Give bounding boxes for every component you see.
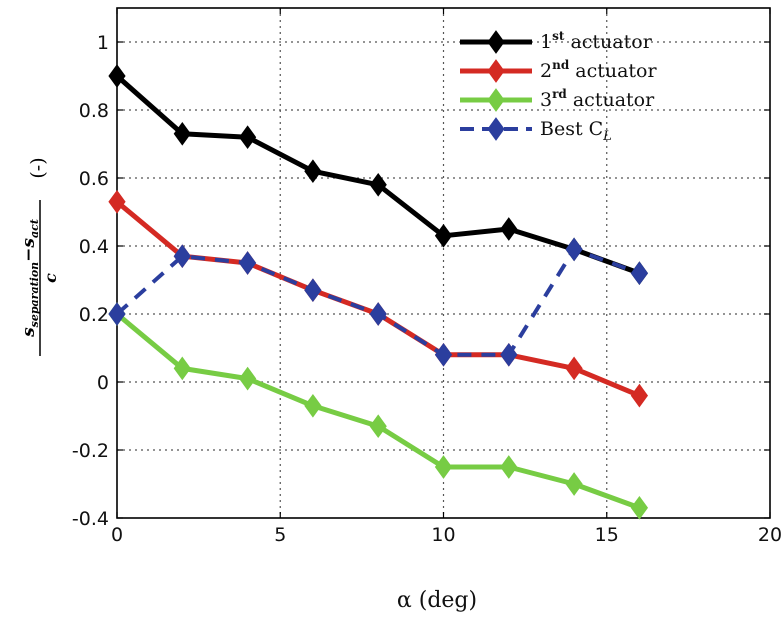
legend-item: 2nd actuator [460, 58, 658, 83]
data-point [238, 366, 257, 391]
gridlines [117, 8, 770, 518]
x-axis-title: α (deg) [397, 588, 477, 613]
y-tick-label: -0.2 [72, 440, 109, 462]
y-axis-title-numerator: sseparation−sact [19, 219, 41, 338]
y-tick-label: 0.2 [79, 304, 109, 326]
legend-marker [487, 88, 505, 112]
series-2 [108, 189, 649, 408]
legend-item: 3rd actuator [460, 87, 655, 112]
data-point [304, 393, 322, 418]
x-tick-label: 10 [431, 524, 455, 546]
x-tick-label: 20 [758, 524, 782, 546]
series-line [115, 247, 641, 357]
y-tick-label: 0.6 [79, 168, 109, 190]
legend-label: 2nd actuator [540, 58, 658, 82]
legend-label: 1st actuator [540, 29, 653, 53]
data-point [108, 64, 126, 88]
data-point [369, 414, 387, 439]
data-point [173, 356, 191, 381]
data-point [630, 261, 649, 286]
data-point [304, 159, 322, 184]
x-tick-label: 15 [595, 524, 619, 546]
legend-marker [487, 117, 505, 141]
data-point [500, 342, 518, 367]
y-tick-label: 0.8 [79, 100, 109, 122]
data-point [173, 244, 191, 269]
x-tick-label: 0 [111, 524, 123, 546]
data-point [500, 455, 518, 479]
legend: 1st actuator 2nd actuator 3rd actuator Best… [460, 29, 658, 144]
legend-item: 1st actuator [460, 29, 653, 54]
data-point [369, 172, 387, 197]
y-tick-label: 0 [97, 372, 109, 394]
data-point [565, 472, 583, 496]
legend-label: Best CL [540, 118, 612, 144]
data-point [108, 189, 126, 214]
legend-item: Best CL [460, 117, 612, 144]
data-point [434, 455, 453, 479]
x-tick-label: 5 [274, 524, 286, 546]
y-axis-title: sseparation−sact c (-) [19, 157, 60, 356]
data-point [369, 302, 387, 326]
axis-ticks: 0 5 10 15 20 -0.4 -0.2 0 0.2 0.4 0.6 0.8 1 [72, 8, 782, 546]
legend-label: 3rd actuator [540, 87, 655, 111]
series-layer [108, 64, 649, 520]
y-tick-label: 0.4 [79, 236, 109, 258]
legend-marker [487, 59, 505, 83]
y-axis-title-denominator: c [41, 273, 60, 283]
data-point [565, 237, 583, 262]
legend-marker [487, 30, 505, 54]
series-4 [108, 237, 649, 367]
series-3 [108, 302, 649, 520]
series-line [115, 199, 641, 398]
data-point [565, 356, 583, 381]
data-point [434, 342, 453, 367]
y-axis-title-unit: (-) [27, 157, 49, 178]
data-point [238, 251, 257, 275]
data-point [630, 495, 649, 520]
data-point [304, 278, 322, 303]
data-point [500, 217, 518, 241]
data-point [108, 302, 126, 326]
data-point [630, 383, 649, 408]
data-point [173, 121, 191, 146]
series-line [115, 312, 641, 511]
y-tick-label: -0.4 [72, 508, 109, 530]
data-point [238, 125, 257, 150]
y-tick-label: 1 [97, 32, 109, 54]
data-point [434, 223, 453, 248]
